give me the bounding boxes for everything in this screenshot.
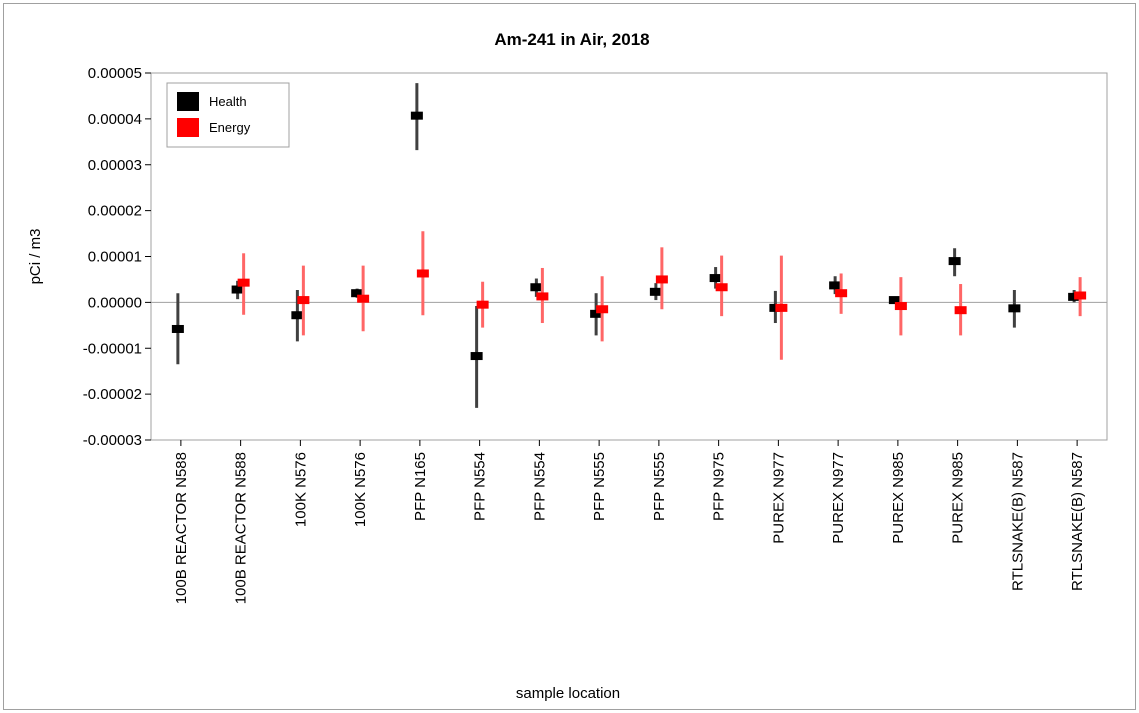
y-tick-label: 0.00002: [88, 203, 142, 220]
x-axis-label: sample location: [516, 685, 620, 702]
legend: Health Energy: [166, 82, 290, 148]
x-tick-label: PFP N554: [531, 452, 548, 521]
x-tick-label: PFP N555: [651, 452, 668, 521]
point-energy: [775, 303, 788, 312]
x-tick-label: PUREX N985: [890, 452, 907, 544]
legend-label-health: Health: [209, 94, 247, 109]
point-health: [590, 309, 603, 318]
point-energy: [416, 269, 429, 278]
data-marks: [171, 83, 1087, 408]
y-tick-label: -0.00003: [83, 432, 142, 449]
point-health: [171, 324, 184, 333]
point-health: [649, 287, 662, 296]
point-health: [530, 283, 543, 292]
y-tick-label: 0.00005: [88, 65, 142, 82]
x-tick-label: 100B REACTOR N588: [233, 452, 250, 604]
x-tick-label: RTLSNAKE(B) N587: [1009, 452, 1026, 591]
legend-label-energy: Energy: [209, 120, 251, 135]
y-axis: 0.00005 0.00004 0.00003 0.00002 0.00001 0.000…: [83, 65, 151, 449]
point-health: [709, 274, 722, 283]
point-energy: [536, 292, 549, 301]
point-energy: [1074, 291, 1087, 300]
point-health: [888, 296, 901, 305]
point-energy: [297, 296, 310, 305]
x-tick-label: 100K N576: [292, 452, 309, 527]
point-energy: [596, 305, 609, 314]
x-tick-label: PUREX N985: [950, 452, 967, 544]
y-tick-label: 0.00000: [88, 294, 142, 311]
x-tick-label: PUREX N977: [770, 452, 787, 544]
point-energy: [715, 283, 728, 292]
point-energy: [954, 306, 967, 315]
point-health: [410, 111, 423, 120]
x-tick-label: 100B REACTOR N588: [173, 452, 190, 604]
point-health: [470, 352, 483, 361]
y-tick-label: 0.00004: [88, 111, 142, 128]
point-health: [829, 281, 842, 290]
legend-swatch-energy: [177, 118, 199, 137]
point-energy: [476, 300, 489, 309]
x-axis: 100B REACTOR N588 100B REACTOR N588 100K N…: [173, 440, 1086, 604]
y-tick-label: 0.00003: [88, 157, 142, 174]
y-tick-label: -0.00001: [83, 340, 142, 357]
point-health: [1008, 304, 1021, 313]
point-energy: [894, 302, 907, 311]
x-tick-label: PFP N554: [472, 452, 489, 521]
point-energy: [655, 275, 668, 284]
y-tick-label: 0.00001: [88, 249, 142, 266]
point-health: [351, 289, 364, 298]
point-energy: [237, 278, 250, 287]
y-tick-label: -0.00002: [83, 386, 142, 403]
point-energy: [835, 289, 848, 298]
plot-area: [150, 72, 1108, 441]
x-tick-label: 100K N576: [352, 452, 369, 527]
x-tick-label: PFP N555: [591, 452, 608, 521]
chart-title: Am-241 in Air, 2018: [494, 30, 649, 49]
point-energy: [357, 294, 370, 303]
x-tick-label: PFP N165: [412, 452, 429, 521]
x-tick-label: PFP N975: [711, 452, 728, 521]
point-health: [231, 285, 244, 294]
legend-swatch-health: [177, 92, 199, 111]
x-tick-label: RTLSNAKE(B) N587: [1069, 452, 1086, 591]
y-axis-label: pCi / m3: [27, 229, 44, 285]
point-health: [948, 257, 961, 266]
point-health: [291, 311, 304, 320]
x-tick-label: PUREX N977: [830, 452, 847, 544]
